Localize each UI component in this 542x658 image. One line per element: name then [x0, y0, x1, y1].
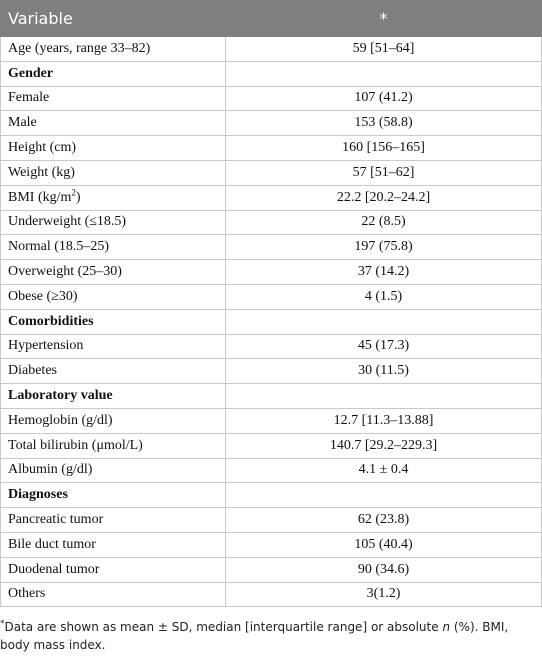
label-cell: Age (years, range 33–82): [0, 36, 226, 62]
label-cell: Gender: [0, 60, 226, 87]
label-part: ): [75, 189, 81, 205]
label-cell: Albumin (g/dl): [0, 457, 226, 484]
value-cell: 22.2 [20.2–24.2]: [225, 184, 542, 211]
label-cell: Weight (kg): [0, 159, 226, 186]
value-cell: 90 (34.6): [225, 556, 542, 583]
table-row: Normal (18.5–25) 197 (75.8): [0, 234, 542, 261]
value-cell: [225, 482, 542, 509]
value-cell: 160 [156–165]: [225, 135, 542, 161]
value-cell: 140.7 [29.2–229.3]: [225, 432, 542, 459]
value-cell: 37 (14.2): [225, 259, 542, 285]
header-cell: *: [225, 0, 542, 37]
value-cell: [225, 308, 542, 335]
label-cell: Obese (≥30): [0, 283, 226, 310]
table-row: Hemoglobin (g/dl) 12.7 [11.3–13.88]: [0, 407, 542, 434]
value-cell: 4.1 ± 0.4: [225, 457, 542, 484]
label-part: BMI (kg/m: [8, 189, 72, 205]
label-cell: BMI (kg/m2): [0, 184, 226, 211]
table-row: Male 153 (58.8): [0, 110, 542, 137]
label-cell: Hypertension: [0, 333, 226, 360]
label-cell: Duodenal tumor: [0, 556, 226, 583]
table-row: Albumin (g/dl) 4.1 ± 0.4: [0, 457, 542, 484]
label-cell: Total bilirubin (μmol/L): [0, 432, 226, 459]
label-cell: Underweight (≤18.5): [0, 209, 226, 236]
label-cell: Diabetes: [0, 358, 226, 385]
table-row: Weight (kg) 57 [51–62]: [0, 159, 542, 186]
superscript: 2: [71, 187, 76, 198]
label-cell: Female: [0, 85, 226, 112]
label-cell: Overweight (25–30): [0, 259, 226, 285]
label-cell: Diagnoses: [0, 482, 226, 509]
table-row: Gender: [0, 60, 542, 87]
header-row: Variable *: [0, 0, 542, 37]
table-row: Others 3(1.2): [0, 581, 542, 608]
header-cell: Variable: [0, 0, 226, 37]
table-row: Laboratory value: [0, 383, 542, 409]
value-cell: [225, 383, 542, 409]
value-cell: 30 (11.5): [225, 358, 542, 385]
footnote-part: n: [442, 620, 451, 634]
label-cell: Hemoglobin (g/dl): [0, 407, 226, 434]
value-cell: [225, 60, 542, 87]
value-cell: 4 (1.5): [225, 283, 542, 310]
table-row: Diagnoses: [0, 482, 542, 509]
table-row: Total bilirubin (μmol/L) 140.7 [29.2–229.…: [0, 432, 542, 459]
label-cell: Others: [0, 581, 226, 608]
label-cell: Bile duct tumor: [0, 531, 226, 558]
label-cell: Male: [0, 110, 226, 137]
value-cell: 153 (58.8): [225, 110, 542, 137]
value-cell: 3(1.2): [225, 581, 542, 608]
data-table: Variable * Age (years, range 33–82) 59 [5…: [0, 0, 542, 608]
table-row: BMI (kg/m2) 22.2 [20.2–24.2]: [0, 184, 542, 211]
footnote-part: (%). BMI, body mass index.: [0, 620, 509, 652]
table-row: Hypertension 45 (17.3): [0, 333, 542, 360]
table-row: Female 107 (41.2): [0, 85, 542, 112]
footnote-part: Data are shown as mean ± SD, median [int…: [4, 620, 443, 634]
label-cell: Laboratory value: [0, 383, 226, 409]
table-row: Overweight (25–30) 37 (14.2): [0, 259, 542, 285]
footnote: *Data are shown as mean ± SD, median [in…: [0, 618, 538, 654]
table-row: Obese (≥30) 4 (1.5): [0, 283, 542, 310]
label-cell: Pancreatic tumor: [0, 507, 226, 533]
label-cell: Normal (18.5–25): [0, 234, 226, 261]
value-cell: 197 (75.8): [225, 234, 542, 261]
value-cell: 107 (41.2): [225, 85, 542, 112]
value-cell: 22 (8.5): [225, 209, 542, 236]
value-cell: 57 [51–62]: [225, 159, 542, 186]
value-cell: 105 (40.4): [225, 531, 542, 558]
table-row: Height (cm) 160 [156–165]: [0, 135, 542, 161]
value-cell: 45 (17.3): [225, 333, 542, 360]
footnote-part: *: [0, 619, 5, 629]
value-cell: 59 [51–64]: [225, 36, 542, 62]
table-row: Pancreatic tumor 62 (23.8): [0, 507, 542, 533]
label-cell: Comorbidities: [0, 308, 226, 335]
label-cell: Height (cm): [0, 135, 226, 161]
value-cell: 12.7 [11.3–13.88]: [225, 407, 542, 434]
table-row: Diabetes 30 (11.5): [0, 358, 542, 385]
table-row: Age (years, range 33–82) 59 [51–64]: [0, 36, 542, 62]
table-row: Duodenal tumor 90 (34.6): [0, 556, 542, 583]
table-row: Bile duct tumor 105 (40.4): [0, 531, 542, 558]
table-row: Underweight (≤18.5) 22 (8.5): [0, 209, 542, 236]
value-cell: 62 (23.8): [225, 507, 542, 533]
table-body: Age (years, range 33–82) 59 [51–64] Gender…: [0, 36, 542, 608]
table-row: Comorbidities: [0, 308, 542, 335]
